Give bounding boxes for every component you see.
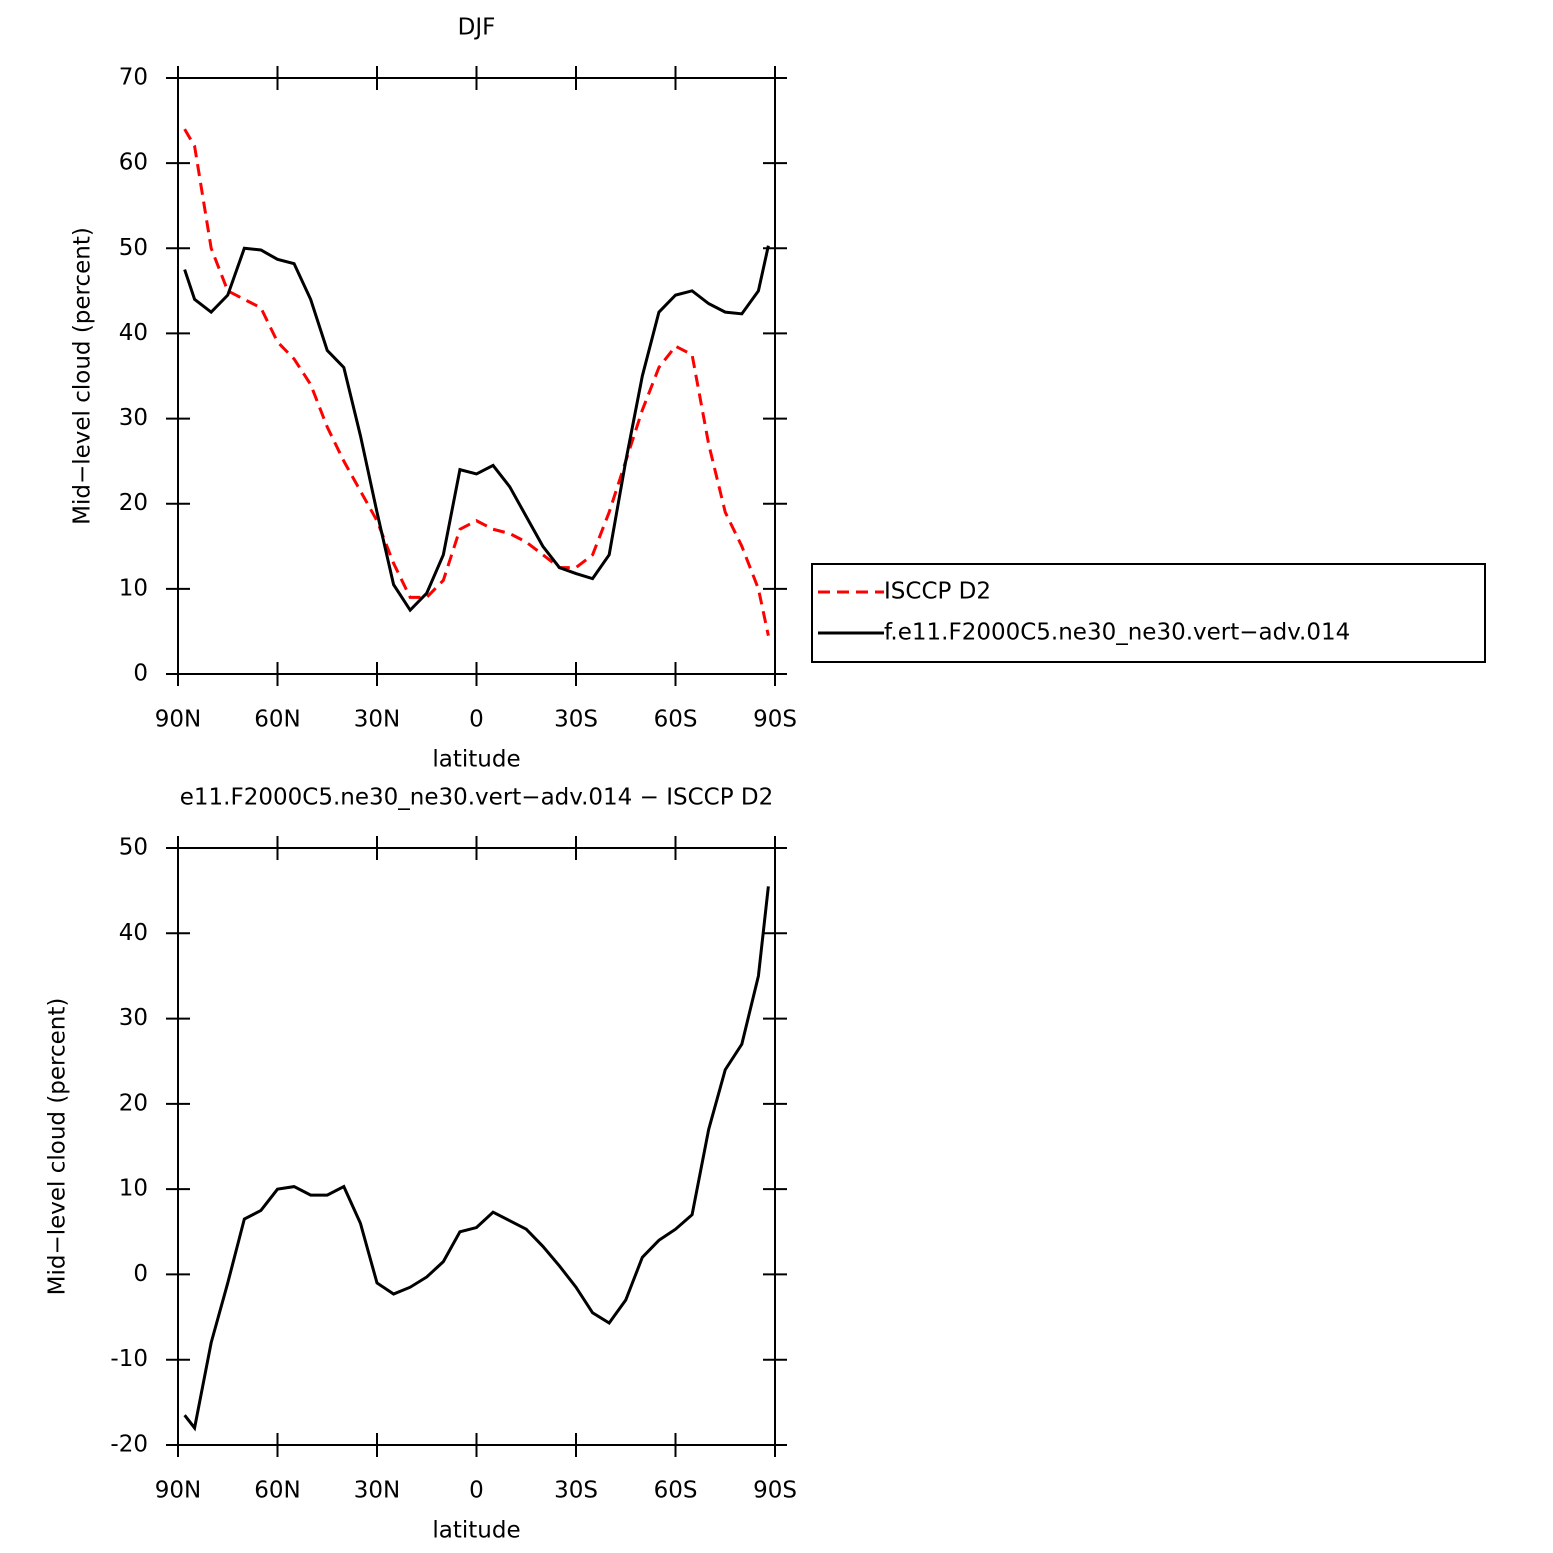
y-tick-label: -20 xyxy=(110,1432,148,1458)
y-tick-label: 50 xyxy=(119,235,148,261)
plot-frame xyxy=(177,77,776,675)
legend-label: f.e11.F2000C5.ne30_ne30.vert−adv.014 xyxy=(884,620,1350,646)
x-axis-label: latitude xyxy=(432,1518,520,1544)
x-tick-label: 60N xyxy=(254,1478,300,1504)
y-axis-label: Mid−level cloud (percent) xyxy=(45,998,71,1296)
y-axis-label: Mid−level cloud (percent) xyxy=(70,227,96,525)
y-tick-label: 10 xyxy=(119,1176,148,1202)
y-tick-label: 50 xyxy=(119,835,148,861)
y-tick-label: 0 xyxy=(133,1261,148,1287)
data-line xyxy=(183,886,770,1432)
x-tick-label: 90S xyxy=(753,707,797,733)
x-tick-label: 30N xyxy=(354,707,400,733)
y-tick-label: 70 xyxy=(119,65,148,91)
x-axis-label: latitude xyxy=(432,747,520,773)
chart-title: DJF xyxy=(458,15,496,41)
y-tick-label: 60 xyxy=(119,150,148,176)
x-tick-label: 30S xyxy=(554,707,598,733)
x-tick-label: 0 xyxy=(469,1478,484,1504)
legend-box xyxy=(811,563,1486,663)
x-tick-label: 90N xyxy=(155,707,201,733)
y-tick-label: 0 xyxy=(133,661,148,687)
x-tick-label: 60S xyxy=(654,1478,698,1504)
data-line xyxy=(183,245,770,613)
x-tick-label: 30N xyxy=(354,1478,400,1504)
y-tick-label: 20 xyxy=(119,1090,148,1116)
x-tick-label: 90S xyxy=(753,1478,797,1504)
legend-label: ISCCP D2 xyxy=(884,579,991,605)
x-tick-label: 60N xyxy=(254,707,300,733)
y-tick-label: 20 xyxy=(119,490,148,516)
y-tick-label: 30 xyxy=(119,1005,148,1031)
y-tick-label: -10 xyxy=(110,1346,148,1372)
y-tick-label: 30 xyxy=(119,405,148,431)
x-tick-label: 30S xyxy=(554,1478,598,1504)
x-tick-label: 0 xyxy=(469,707,484,733)
data-line xyxy=(183,128,770,636)
x-tick-label: 60S xyxy=(654,707,698,733)
y-tick-label: 10 xyxy=(119,575,148,601)
chart-title: e11.F2000C5.ne30_ne30.vert−adv.014 − ISC… xyxy=(180,785,773,811)
x-tick-label: 90N xyxy=(155,1478,201,1504)
plot-frame xyxy=(177,847,776,1446)
y-tick-label: 40 xyxy=(119,920,148,946)
y-tick-label: 40 xyxy=(119,320,148,346)
